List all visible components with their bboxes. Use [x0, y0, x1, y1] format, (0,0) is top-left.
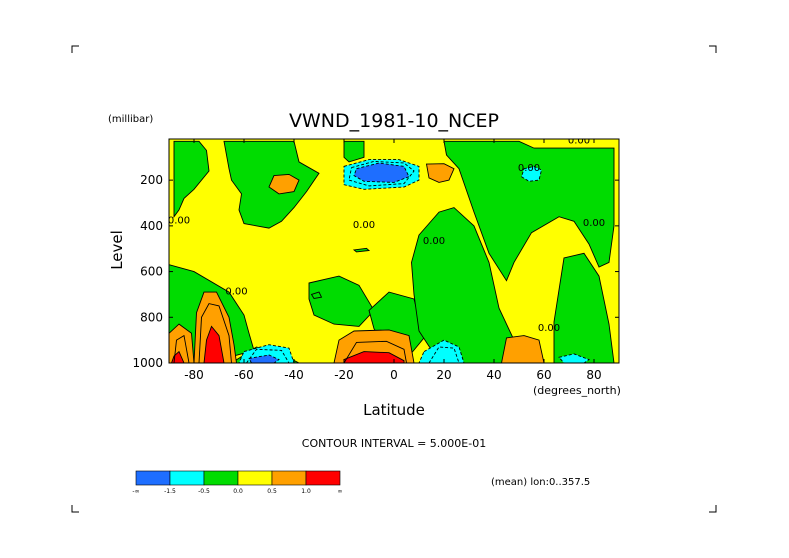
contour-region — [310, 291, 323, 299]
x-axis-unit: (degrees_north) — [533, 384, 621, 397]
contour-region — [558, 353, 590, 363]
contour-region — [501, 335, 545, 363]
contour-region — [333, 329, 415, 363]
corner-mark-bottom-left — [71, 505, 79, 513]
corner-mark-bottom-right — [709, 505, 717, 513]
contour-region — [248, 354, 280, 363]
zero-contour-label: 0.00 — [583, 218, 605, 229]
x-tick-label: -20 — [334, 368, 354, 382]
zero-contour-label: 0.00 — [168, 216, 190, 227]
averaging-text: (mean) lon:0..357.5 — [491, 477, 590, 488]
y-tick-label: 600 — [140, 265, 163, 279]
contour-region — [352, 247, 371, 253]
contour-region — [203, 325, 225, 363]
colorbar-label: -∞ — [132, 488, 139, 495]
colorbar-label: -1.5 — [164, 488, 176, 495]
x-tick-label: 60 — [536, 368, 551, 382]
x-axis-label: Latitude — [363, 401, 425, 419]
contour-region — [173, 140, 210, 219]
contour-region — [553, 252, 615, 363]
x-axis-ticks: -80 -60 -40 -20 0 20 40 60 80 — [184, 139, 602, 382]
contour-region — [418, 339, 465, 363]
zero-contour-label: 0.00 — [568, 136, 590, 147]
contour-region — [520, 165, 543, 182]
contour-region — [425, 163, 455, 183]
zero-contour-label: 0.00 — [538, 323, 560, 334]
y-tick-label: 200 — [140, 173, 163, 187]
zero-contour-label: 0.00 — [225, 286, 247, 297]
contour-line — [173, 334, 190, 363]
colorbar-label: -0.5 — [198, 488, 210, 495]
zero-contour-label: 0.00 — [423, 236, 445, 247]
contour-region — [308, 275, 375, 327]
zero-contour-labels: 0.00 0.00 0.00 0.00 0.00 0.00 0.00 0.00 — [168, 136, 605, 334]
colorbar-label: ∞ — [338, 488, 343, 495]
filled-contour-regions — [169, 140, 615, 363]
x-tick-label: -60 — [234, 368, 254, 382]
corner-mark-top-left — [71, 45, 79, 53]
contour-region — [443, 140, 615, 282]
zero-contour-label: 0.00 — [518, 163, 540, 174]
x-tick-label: -80 — [184, 368, 204, 382]
contour-region — [343, 351, 405, 363]
colorbar: -∞ -1.5 -0.5 0.0 0.5 1.0 ∞ — [132, 470, 343, 495]
zero-contour-label: 0.00 — [353, 220, 375, 231]
contour-region — [353, 162, 410, 183]
y-axis-label: Level — [108, 230, 126, 270]
contour-region — [193, 291, 237, 363]
colorbar-label: 1.0 — [301, 488, 311, 495]
colorbar-swatch — [237, 470, 273, 486]
x-tick-label: 80 — [586, 368, 601, 382]
x-tick-label: 40 — [486, 368, 501, 382]
colorbar-swatch — [203, 470, 239, 486]
colorbar-swatch — [135, 470, 171, 486]
y-axis-ticks: 200 400 600 800 1000 — [132, 173, 619, 370]
x-tick-label: 0 — [390, 368, 398, 382]
y-tick-label: 800 — [140, 310, 163, 324]
x-tick-label: -40 — [284, 368, 304, 382]
plot-area: 0.00 0.00 0.00 0.00 0.00 0.00 0.00 0.00 — [168, 136, 619, 363]
contour-interval-text: CONTOUR INTERVAL = 5.000E-01 — [302, 437, 486, 450]
x-tick-label: 20 — [436, 368, 451, 382]
colorbar-swatch — [169, 470, 205, 486]
chart-title: VWND_1981-10_NCEP — [289, 110, 499, 132]
y-tick-label: 400 — [140, 219, 163, 233]
inner-contour-lines — [173, 160, 460, 363]
y-tick-label: 1000 — [132, 356, 163, 370]
colorbar-swatch — [305, 470, 341, 486]
colorbar-label: 0.5 — [267, 488, 277, 495]
contour-region — [343, 140, 365, 163]
colorbar-label: 0.0 — [233, 488, 243, 495]
corner-mark-top-right — [709, 45, 717, 53]
contour-line — [343, 340, 407, 363]
contour-region — [268, 173, 300, 195]
contour-line — [198, 303, 232, 363]
colorbar-swatch — [271, 470, 307, 486]
y-axis-unit: (millibar) — [108, 114, 153, 125]
contour-line — [428, 346, 460, 363]
